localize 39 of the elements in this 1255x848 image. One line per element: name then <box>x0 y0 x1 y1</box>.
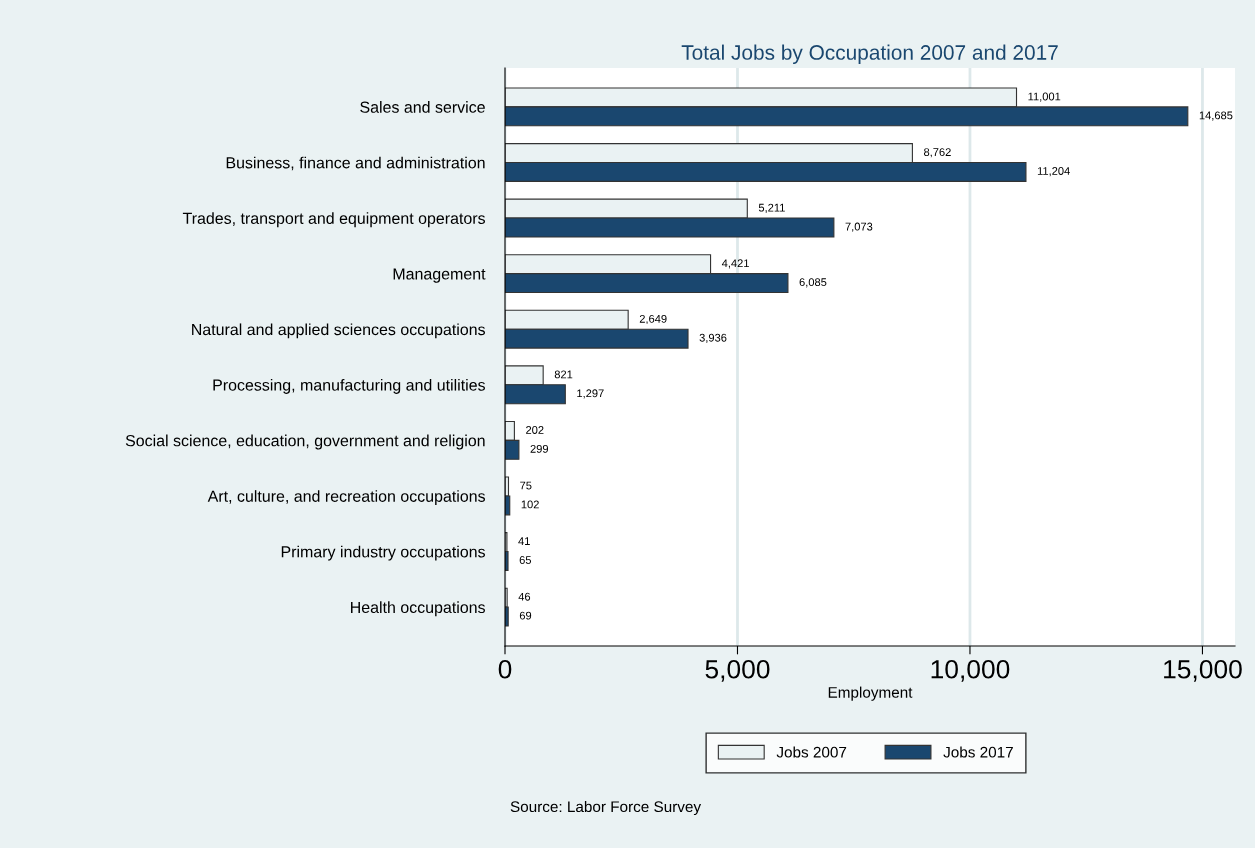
data-label: 821 <box>554 370 573 379</box>
data-label: 14,685 <box>1199 111 1233 121</box>
data-label: 46 <box>518 592 531 601</box>
data-label: 65 <box>519 556 532 564</box>
data-label: 102 <box>521 500 539 509</box>
x-axis-title: Employment <box>828 686 913 701</box>
legend-label: Jobs 2017 <box>943 746 1013 758</box>
y-tick-label: Business, finance and administration <box>226 156 485 171</box>
x-tick-label: 0 <box>498 659 512 679</box>
data-label: 69 <box>519 611 532 620</box>
x-tick-label: 5,000 <box>705 659 770 682</box>
data-label: 1,297 <box>577 389 604 399</box>
x-tick-label: 10,000 <box>931 659 1010 682</box>
legend-label: Jobs 2007 <box>776 746 847 758</box>
data-label: 5,211 <box>758 203 785 213</box>
data-label: 11,001 <box>1028 92 1061 102</box>
y-tick-label: Natural and applied sciences occupations <box>192 323 485 339</box>
y-tick-label: Health occupations <box>351 601 485 617</box>
y-tick-label: Social science, education, government and religion <box>125 434 485 450</box>
y-tick-label: Management <box>393 268 486 283</box>
data-label: 4,421 <box>721 259 749 269</box>
x-tick-label: 15,000 <box>1164 659 1242 682</box>
y-tick-label: Sales and service <box>360 101 485 113</box>
y-tick-label: Primary industry occupations <box>281 545 485 561</box>
data-label: 299 <box>530 444 549 453</box>
y-tick-label: Processing, manufacturing and utilities <box>213 379 485 394</box>
data-label: 8,762 <box>924 148 951 158</box>
y-tick-label: Trades, transport and equipment operators <box>182 212 486 228</box>
data-label: 75 <box>520 481 532 490</box>
chart-title: Total Jobs by Occupation 2007 and 2017 <box>681 44 1058 64</box>
data-label: 3,936 <box>699 333 727 343</box>
data-label: 7,073 <box>845 222 873 232</box>
data-label: 11,204 <box>1037 167 1070 177</box>
data-label: 6,085 <box>799 278 827 288</box>
data-label: 41 <box>518 537 530 545</box>
data-label: 2,649 <box>639 314 667 325</box>
y-tick-label: Art, culture, and recreation occupations <box>207 490 485 506</box>
data-label: 202 <box>526 426 544 434</box>
source-note: Source: Labor Force Survey <box>510 800 702 816</box>
